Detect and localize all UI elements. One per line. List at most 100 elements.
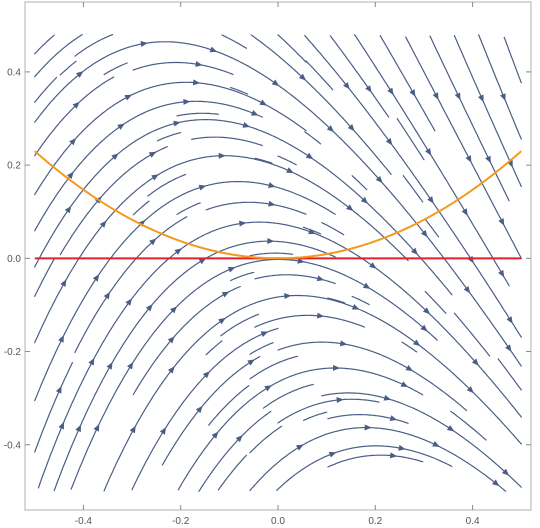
stream-line	[304, 35, 522, 338]
stream-arrow	[167, 366, 175, 374]
y-tick-label: -0.4	[4, 440, 22, 451]
stream-arrow	[99, 220, 107, 228]
stream-arrow	[92, 274, 100, 282]
stream-arrow	[250, 109, 259, 116]
stream-arrow	[198, 184, 207, 191]
stream-arrow	[387, 87, 394, 96]
stream-arrow	[410, 247, 418, 255]
stream-arrow	[362, 282, 371, 289]
stream-arrow	[267, 238, 275, 245]
parabola-curve	[34, 150, 522, 260]
stream-arrow	[259, 99, 268, 106]
stream-arrow	[75, 424, 81, 433]
stream-arrow	[454, 92, 461, 101]
stream-arrow	[286, 167, 294, 173]
stream-line	[321, 392, 522, 488]
stream-arrow	[174, 248, 182, 255]
stream-arrow	[183, 98, 191, 105]
stream-arrow	[242, 121, 251, 128]
stream-arrow	[365, 85, 372, 93]
stream-line	[304, 131, 322, 145]
stream-arrow	[211, 431, 219, 439]
stream-arrow	[343, 82, 350, 90]
stream-line	[220, 313, 260, 337]
stream-arrow	[125, 298, 133, 306]
stream-line	[74, 216, 188, 354]
stream-line	[249, 342, 274, 355]
stream-arrow	[485, 155, 491, 164]
stream-arrow	[389, 415, 398, 422]
stream-arrow	[405, 365, 414, 372]
stream-line	[277, 155, 297, 166]
stream-arrow	[124, 94, 133, 101]
stream-arrow	[195, 60, 203, 67]
stream-line	[249, 252, 294, 257]
stream-arrow	[169, 306, 178, 314]
stream-line	[424, 290, 447, 314]
stream-arrow	[328, 451, 337, 458]
stream-arrow	[409, 89, 416, 97]
stream-arrow	[336, 397, 344, 403]
stream-line	[401, 341, 418, 353]
stream-arrow	[173, 120, 181, 127]
y-tick-label: -0.2	[4, 347, 22, 358]
stream-line	[262, 383, 314, 409]
stream-line	[205, 340, 223, 356]
stream-arrow	[148, 151, 157, 158]
stream-arrow	[465, 155, 472, 163]
stream-arrow	[492, 479, 500, 487]
stream-line	[59, 60, 77, 76]
stream-arrow	[60, 279, 67, 287]
stream-arrow	[385, 137, 393, 146]
stream-line	[305, 60, 334, 91]
stream-line	[59, 146, 168, 256]
stream-arrow	[195, 405, 203, 414]
stream-line	[497, 358, 522, 391]
stream-arrow	[260, 331, 269, 337]
stream-line	[34, 81, 307, 196]
stream-line	[302, 226, 322, 235]
stream-line	[302, 411, 328, 421]
stream-arrow	[88, 357, 95, 366]
stream-line	[132, 285, 241, 396]
stream-line	[177, 367, 424, 491]
stream-line	[250, 34, 392, 175]
stream-line	[176, 202, 201, 215]
stream-line	[249, 425, 283, 454]
stream-arrow	[103, 291, 111, 300]
stream-line	[396, 118, 425, 161]
stream-arrow	[316, 275, 325, 282]
stream-line	[424, 218, 440, 238]
stream-line	[132, 200, 150, 216]
stream-line	[157, 132, 182, 142]
stream-arrow	[383, 394, 392, 401]
stream-line	[354, 34, 510, 287]
stream-arrow	[264, 385, 272, 392]
stream-arrow	[461, 208, 468, 216]
stream-line	[503, 36, 522, 84]
axes: -0.4 -0.2 0.0 0.2 0.4 -0.4 -0.2 0.0 0.2 0.4	[4, 2, 531, 527]
stream-line	[74, 34, 114, 57]
stream-line	[254, 314, 365, 328]
stream-line	[34, 34, 55, 55]
stream-line	[191, 136, 263, 147]
stream-arrow	[295, 444, 304, 451]
x-tick-label: 0.2	[368, 516, 382, 527]
stream-arrow	[351, 303, 360, 310]
stream-arrow	[422, 307, 431, 315]
stream-arrow	[55, 386, 62, 394]
stream-arrow	[221, 291, 230, 298]
stream-line	[221, 34, 247, 49]
stream-arrow	[500, 93, 506, 101]
stream-arrow	[138, 219, 146, 227]
stream-line	[277, 398, 380, 424]
stream-arrow	[268, 182, 276, 188]
x-tick-label: 0.0	[271, 516, 285, 527]
stream-arrow	[360, 196, 369, 204]
stream-arrow	[420, 324, 428, 332]
stream-arrow	[347, 124, 355, 132]
stream-arrow	[305, 152, 314, 160]
stream-arrow	[471, 358, 479, 366]
overlay-curves	[34, 150, 522, 260]
